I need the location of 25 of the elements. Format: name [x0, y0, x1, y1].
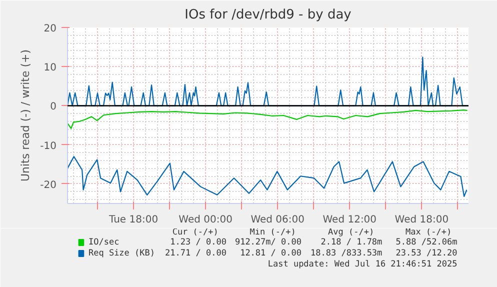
- text: 23.53 /12.20: [396, 248, 458, 258]
- chart-title: IOs for /dev/rbd9 - by day: [184, 8, 352, 22]
- text: 5.88 /52.06m: [396, 238, 458, 248]
- line-series: [68, 109, 468, 129]
- y-tick-label: 0: [50, 102, 57, 113]
- legend-label: Req Size (KB): [88, 248, 156, 258]
- x-tick-label: Wed 18:00: [394, 214, 449, 226]
- text: 1.23 / 0.00: [170, 238, 226, 248]
- legend-label: IO/sec: [88, 238, 120, 248]
- x-tick-label: Wed 12:00: [322, 214, 377, 226]
- x-tick-label: Wed 00:00: [178, 214, 232, 226]
- text: Last update: Wed Jul 16 21:46:51 2025: [268, 260, 458, 270]
- text: 18.83 /833.53m: [310, 248, 382, 258]
- x-tick-label: Wed 06:00: [250, 214, 305, 226]
- y-tick-label: -10: [40, 140, 57, 152]
- text: 12.81 / 0.00: [240, 248, 302, 258]
- line-series: [68, 156, 468, 198]
- y-tick-label: -20: [40, 180, 57, 191]
- text: 21.71 / 0.00: [165, 248, 226, 258]
- x-tick-label: Tue 18:00: [108, 214, 158, 226]
- text: 2.18 / 1.78m: [320, 238, 382, 248]
- text: 912.27m/ 0.00: [234, 238, 302, 248]
- y-axis-title: Units read (-) / write (+): [19, 49, 32, 182]
- y-tick-label: 10: [44, 62, 57, 74]
- y-tick-label: 20: [44, 24, 57, 34]
